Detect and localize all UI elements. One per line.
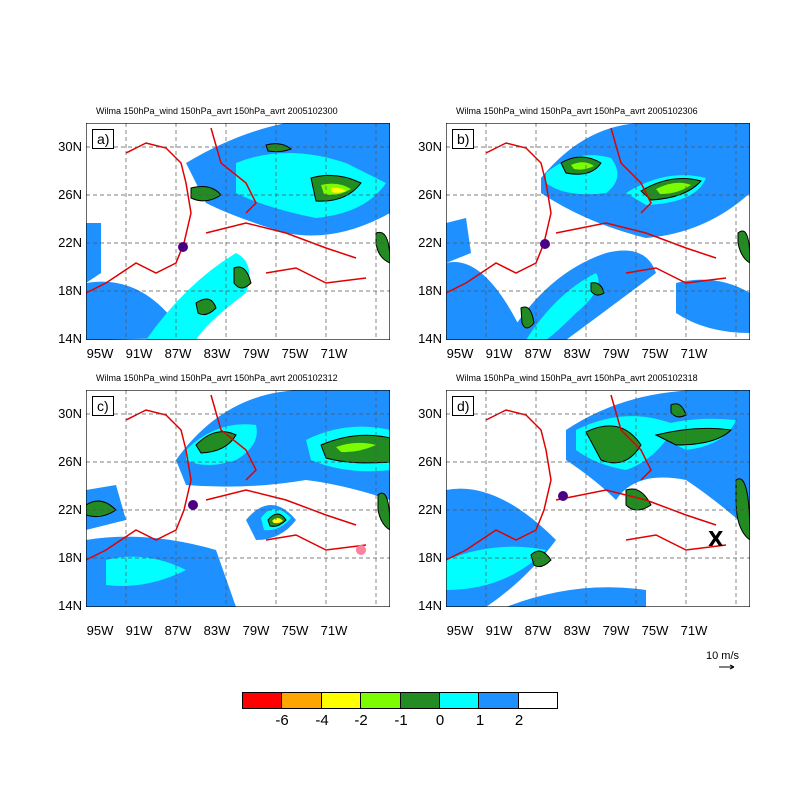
panel-a-title: Wilma 150hPa_wind 150hPa_avrt 150hPa_avr… [96,106,338,116]
colorbar-cell [282,693,322,708]
panel-b-map [446,123,750,340]
colorbar-label: -2 [354,712,368,729]
lat-label-b-18n: 18N [418,283,442,298]
lon-label-b-71w: 71W [680,346,708,361]
lat-label-a-18n: 18N [58,283,82,298]
colorbar-cell [518,693,557,708]
panel-a-map [86,123,390,340]
panel-d-title: Wilma 150hPa_wind 150hPa_avrt 150hPa_avr… [456,373,698,383]
lon-label-b-83w: 83W [563,346,591,361]
lat-label-a-22n: 22N [58,235,82,250]
panel-c-map [86,390,390,607]
lat-label-d-26n: 26N [418,454,442,469]
lon-label-b-87w: 87W [524,346,552,361]
lat-label-c-26n: 26N [58,454,82,469]
lat-label-c-22n: 22N [58,502,82,517]
lon-label-a-91w: 91W [125,346,153,361]
lon-label-b-75w: 75W [641,346,669,361]
colorbar-cell [439,693,480,708]
lat-label-c-18n: 18N [58,550,82,565]
lon-label-c-79w: 79W [242,623,270,638]
colorbar [242,692,558,709]
panel-d-tag: d) [452,396,475,416]
lon-label-c-75w: 75W [281,623,309,638]
lon-label-d-75w: 75W [641,623,669,638]
lon-label-c-95w: 95W [86,623,114,638]
colorbar-label: 0 [435,712,445,729]
colorbar-cell [361,693,401,708]
lat-label-c-14n: 14N [58,598,82,613]
lon-label-a-75w: 75W [281,346,309,361]
colorbar-cell [400,693,440,708]
panel-c-title: Wilma 150hPa_wind 150hPa_avrt 150hPa_avr… [96,373,338,383]
lat-label-b-26n: 26N [418,187,442,202]
lon-label-a-71w: 71W [320,346,348,361]
colorbar-cell [479,693,519,708]
lon-label-d-83w: 83W [563,623,591,638]
lon-label-c-91w: 91W [125,623,153,638]
colorbar-cell [243,693,283,708]
lon-label-d-91w: 91W [485,623,513,638]
lon-label-a-87w: 87W [164,346,192,361]
lat-label-d-22n: 22N [418,502,442,517]
panel-c-tag: c) [92,396,114,416]
lat-label-a-26n: 26N [58,187,82,202]
colorbar-label: 2 [514,712,524,729]
lon-label-a-95w: 95W [86,346,114,361]
lat-label-d-14n: 14N [418,598,442,613]
lon-label-b-79w: 79W [602,346,630,361]
lat-label-b-30n: 30N [418,139,442,154]
lon-label-b-91w: 91W [485,346,513,361]
panel-a-tag: a) [92,129,115,149]
lon-label-a-79w: 79W [242,346,270,361]
lat-label-d-30n: 30N [418,406,442,421]
reference-vector: 10 m/s [706,650,739,672]
panel-d-map: X [446,390,750,607]
lon-label-c-87w: 87W [164,623,192,638]
panel-b-tag: b) [452,129,475,149]
colorbar-label: -6 [275,712,289,729]
lat-label-c-30n: 30N [58,406,82,421]
reference-arrow-icon [719,664,735,670]
colorbar-cell [321,693,362,708]
lon-label-d-79w: 79W [602,623,630,638]
lon-label-b-95w: 95W [446,346,474,361]
lon-label-d-95w: 95W [446,623,474,638]
lon-label-a-83w: 83W [203,346,231,361]
lon-label-c-83w: 83W [203,623,231,638]
lon-label-d-87w: 87W [524,623,552,638]
lat-label-d-18n: 18N [418,550,442,565]
panel-b-title: Wilma 150hPa_wind 150hPa_avrt 150hPa_avr… [456,106,698,116]
lat-label-b-14n: 14N [418,331,442,346]
svg-text:X: X [708,527,724,551]
colorbar-label: 1 [475,712,485,729]
lon-label-d-71w: 71W [680,623,708,638]
colorbar-label: -1 [394,712,408,729]
lat-label-a-30n: 30N [58,139,82,154]
lat-label-b-22n: 22N [418,235,442,250]
lat-label-a-14n: 14N [58,331,82,346]
colorbar-label: -4 [315,712,329,729]
lon-label-c-71w: 71W [320,623,348,638]
reference-vector-label: 10 m/s [706,650,740,662]
